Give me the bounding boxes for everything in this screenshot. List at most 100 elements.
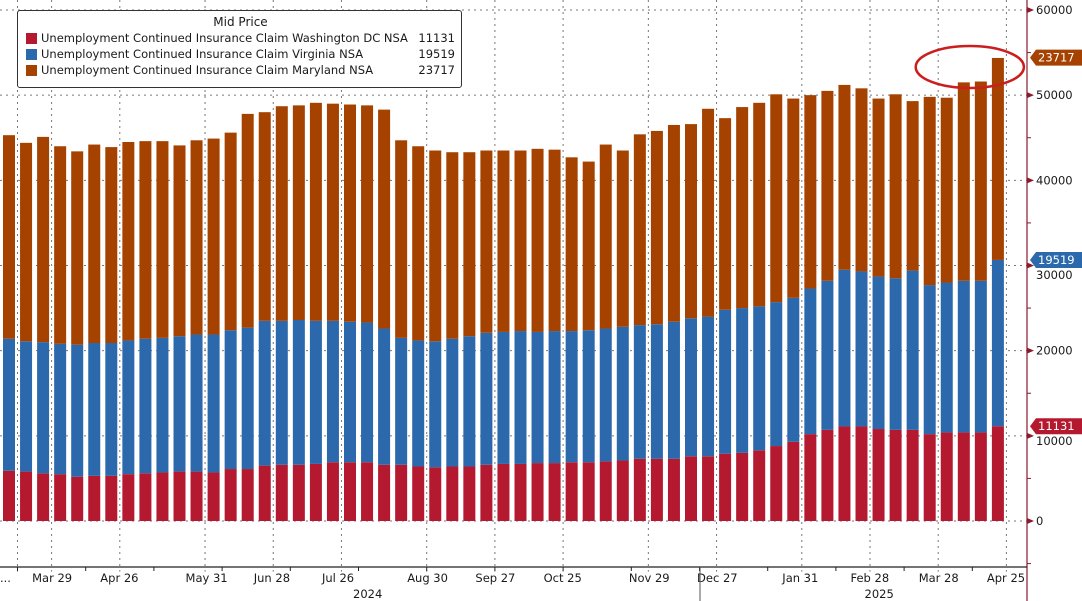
bar-segment-md bbox=[395, 140, 408, 338]
y-axis: 0 10000 20000 30000 40000 50000 60000 bbox=[1026, 0, 1073, 601]
bar-segment-va bbox=[582, 330, 595, 463]
bar-segment-dc bbox=[190, 471, 203, 521]
bar-segment-dc bbox=[514, 463, 527, 521]
y-tick-marker bbox=[1027, 518, 1034, 524]
y-tick-marker bbox=[1027, 262, 1034, 269]
bar-segment-dc bbox=[20, 471, 33, 521]
x-tick-label: Oct 25 bbox=[544, 571, 582, 585]
bar-segment-md bbox=[361, 105, 374, 323]
legend-value: 23717 bbox=[418, 63, 455, 77]
bar-segment-md bbox=[497, 150, 510, 332]
bar-segment-va bbox=[361, 322, 374, 463]
bar-segment-va bbox=[872, 276, 885, 430]
bar-segment-va bbox=[974, 280, 987, 433]
bar-segment-va bbox=[207, 334, 220, 473]
bar-segment-md bbox=[633, 134, 646, 326]
x-tick-label: Jun 28 bbox=[253, 571, 290, 585]
bar-segment-va bbox=[258, 320, 271, 466]
annotation bbox=[914, 44, 1026, 90]
bar-segment-va bbox=[20, 341, 33, 472]
x-tick-label: Aug 30 bbox=[407, 571, 448, 585]
bar-segment-va bbox=[3, 338, 15, 471]
x-tick-label: Nov 29 bbox=[629, 571, 670, 585]
bar-segment-md bbox=[309, 102, 322, 321]
bar-segment-md bbox=[463, 152, 476, 337]
bar-segment-dc bbox=[309, 463, 322, 521]
bar-segment-va bbox=[736, 308, 749, 453]
bar-segment-va bbox=[463, 336, 476, 467]
bar-segment-md bbox=[139, 141, 152, 339]
bar-segment-va bbox=[326, 320, 339, 463]
bar-segment-dc bbox=[71, 476, 84, 521]
value-tag-washington-dc bbox=[1030, 418, 1082, 435]
bar-segment-md bbox=[344, 104, 356, 322]
x-tick-label: Apr 25 bbox=[987, 571, 1025, 585]
x-tick-label: ... bbox=[0, 571, 11, 585]
legend-value: 11131 bbox=[418, 31, 455, 45]
bar-segment-va bbox=[395, 337, 408, 465]
bar-segment-md bbox=[292, 105, 305, 320]
bar-segment-va bbox=[889, 278, 902, 430]
bar-segment-va bbox=[54, 343, 67, 475]
bar-segment-va bbox=[241, 327, 254, 470]
bar-segment-va bbox=[275, 320, 288, 465]
bar-segment-va bbox=[667, 321, 680, 459]
bar-segment-dc bbox=[787, 441, 800, 521]
bar-segment-md bbox=[156, 141, 169, 338]
y-tick-marker bbox=[1027, 432, 1034, 439]
x-tick-label: Feb 28 bbox=[851, 571, 890, 585]
bar-segment-md bbox=[719, 118, 732, 310]
legend-swatch-md bbox=[26, 64, 37, 76]
bar-segment-md bbox=[446, 152, 459, 339]
bar-segment-dc bbox=[770, 446, 783, 521]
bar-segment-dc bbox=[565, 462, 578, 521]
bar-segment-md bbox=[821, 90, 834, 281]
x-tick-label: May 31 bbox=[186, 571, 228, 585]
bar-segment-dc bbox=[326, 462, 339, 521]
bar-segment-md bbox=[582, 161, 595, 331]
bar-segment-va bbox=[957, 280, 970, 433]
bar-segment-dc bbox=[719, 453, 732, 521]
bar-segment-dc bbox=[821, 429, 834, 521]
bar-segment-dc bbox=[395, 464, 408, 521]
bar-segment-md bbox=[37, 136, 50, 343]
bar-segment-md bbox=[173, 145, 186, 337]
bar-segment-va bbox=[71, 344, 84, 477]
bar-segment-md bbox=[531, 148, 544, 332]
y-tick-label: 10000 bbox=[1036, 434, 1073, 448]
bar-segment-dc bbox=[957, 432, 970, 521]
bar-segment-va bbox=[514, 331, 527, 464]
bar-segment-dc bbox=[173, 471, 186, 521]
bar-segment-dc bbox=[88, 475, 101, 521]
bar-segment-dc bbox=[344, 462, 356, 521]
bar-segment-va bbox=[531, 331, 544, 464]
bar-segment-md bbox=[20, 142, 33, 342]
bar-segment-md bbox=[258, 112, 271, 321]
bar-segment-md bbox=[940, 97, 953, 283]
bar-segment-md bbox=[974, 81, 987, 281]
bar-segment-md bbox=[804, 95, 817, 289]
bar-segment-dc bbox=[241, 469, 254, 521]
bar-segment-dc bbox=[991, 426, 1004, 521]
bar-segment-dc bbox=[702, 456, 715, 521]
bar-segment-md bbox=[838, 84, 851, 270]
highlight-ellipse bbox=[914, 44, 1026, 90]
bar-segment-dc bbox=[292, 464, 305, 521]
bar-segment-dc bbox=[974, 432, 987, 521]
bar-segment-md bbox=[122, 141, 135, 341]
bar-segment-dc bbox=[548, 463, 561, 521]
bar-segment-va bbox=[940, 282, 953, 433]
bar-segment-va bbox=[37, 342, 50, 474]
bar-segment-va bbox=[105, 342, 118, 476]
y-tick-marker bbox=[1027, 92, 1034, 99]
legend-swatch-va bbox=[26, 48, 37, 60]
bar-segment-dc bbox=[463, 466, 476, 521]
bar-segment-dc bbox=[361, 462, 374, 521]
x-tick-label: Mar 28 bbox=[919, 571, 959, 585]
bar-segment-va bbox=[344, 321, 356, 463]
bar-segment-md bbox=[480, 150, 493, 333]
bar-segment-dc bbox=[940, 432, 953, 521]
bar-segment-md bbox=[326, 103, 339, 321]
bar-segment-va bbox=[565, 331, 578, 463]
bar-segment-md bbox=[736, 107, 749, 309]
